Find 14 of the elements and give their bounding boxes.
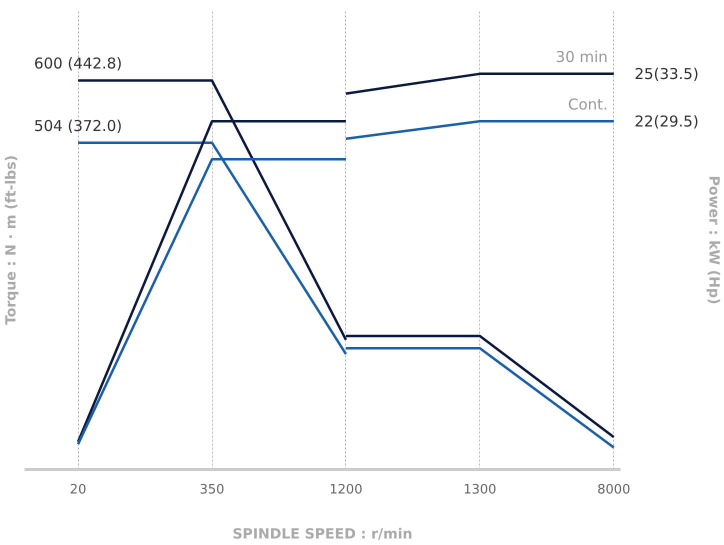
x-tick-label: 1300	[463, 482, 496, 498]
data-label: 25(33.5)	[634, 64, 699, 83]
x-tick-label: 20	[70, 482, 86, 498]
x-tick-label: 350	[200, 482, 224, 498]
series-label: 30 min	[556, 48, 608, 66]
y-axis-title: Torque : N · m (ft-lbs)	[4, 155, 20, 325]
series-label: Cont.	[568, 95, 608, 114]
data-label: 504 (372.0)	[34, 116, 122, 135]
data-label: 22(29.5)	[634, 112, 699, 130]
y2-axis-title: Power : kW (Hp)	[706, 176, 722, 304]
x-tick-label: 1200	[329, 482, 362, 498]
x-tick-label: 8000	[597, 482, 630, 498]
x-axis-title: SPINDLE SPEED : r/min	[232, 526, 413, 542]
data-label: 600 (442.8)	[34, 54, 122, 73]
